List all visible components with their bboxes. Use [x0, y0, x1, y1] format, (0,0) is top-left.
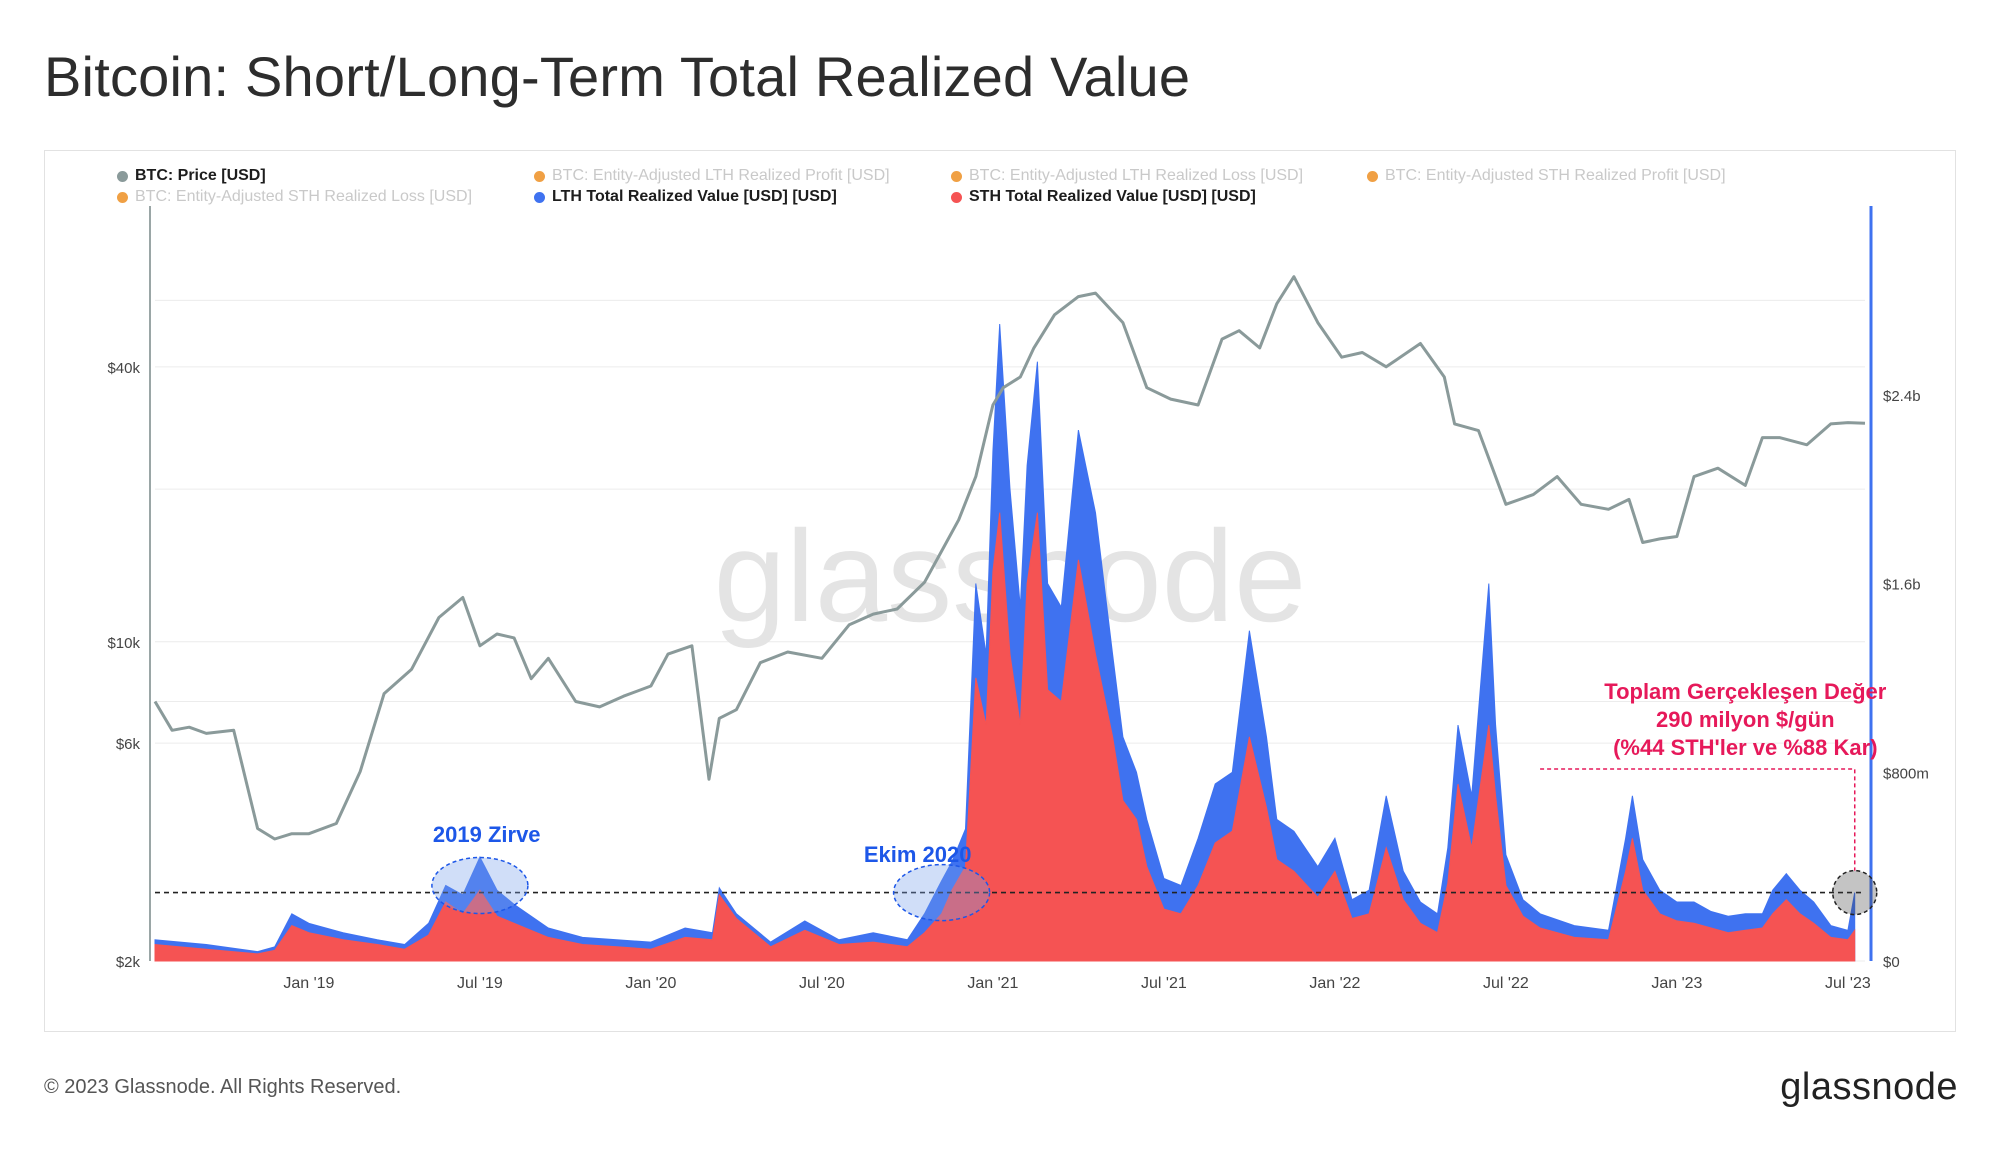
- legend-dot-icon: [117, 191, 128, 203]
- legend-dot-icon: [951, 191, 962, 203]
- right-axis-tick-label: $800m: [1883, 765, 1929, 782]
- sth-total-area: [154, 512, 1856, 962]
- x-axis-tick-label: Jul '21: [1141, 975, 1187, 992]
- legend-label: BTC: Entity-Adjusted STH Realized Loss […: [135, 188, 473, 205]
- x-axis-tick-label: Jul '19: [457, 975, 503, 992]
- legend-label: BTC: Entity-Adjusted STH Realized Profit…: [1385, 167, 1726, 184]
- legend-dot-icon: [951, 170, 962, 182]
- x-axis-tick-label: Jul '23: [1825, 975, 1871, 992]
- annotation-total-title: Toplam Gerçekleşen Değer: [1604, 679, 1886, 704]
- legend-item-sth-total[interactable]: STH Total Realized Value [USD] [USD]: [951, 188, 1256, 206]
- legend-dot-icon: [117, 170, 128, 182]
- left-axis-tick-label: $40k: [107, 360, 140, 377]
- right-axis-tick-label: $2.4b: [1883, 388, 1921, 405]
- legend-label: BTC: Entity-Adjusted LTH Realized Loss […: [969, 167, 1304, 184]
- legend-dot-icon: [534, 170, 545, 182]
- x-axis-tick-label: Jan '23: [1651, 975, 1702, 992]
- x-axis-tick-label: Jan '20: [625, 975, 676, 992]
- legend-item-lth-realized-loss[interactable]: BTC: Entity-Adjusted LTH Realized Loss […: [951, 167, 1303, 185]
- annotation-2019-peak: 2019 Zirve: [433, 822, 541, 847]
- legend-item-sth-realized-profit[interactable]: BTC: Entity-Adjusted STH Realized Profit…: [1367, 167, 1726, 185]
- right-axis-tick-label: $0: [1883, 954, 1900, 971]
- chart-panel: BTC: Price [USD] BTC: Entity-Adjusted LT…: [44, 150, 1956, 1032]
- price-line: [153, 275, 1866, 841]
- left-axis-tick-label: $2k: [116, 954, 141, 971]
- x-axis-tick-label: Jul '22: [1483, 975, 1529, 992]
- x-axis-tick-label: Jan '22: [1309, 975, 1360, 992]
- annotation-total-breakdown: (%44 STH'ler ve %88 Kar): [1613, 735, 1877, 760]
- oct-2020-highlight: [892, 863, 991, 922]
- current-value-highlight: [1831, 869, 1878, 916]
- glassnode-logo: glassnode: [1780, 1066, 1958, 1108]
- legend-dot-icon: [1367, 170, 1378, 182]
- legend-dot-icon: [534, 191, 545, 203]
- legend-label: BTC: Entity-Adjusted LTH Realized Profit…: [552, 167, 890, 184]
- left-axis-tick-label: $10k: [107, 635, 140, 652]
- x-axis-tick-label: Jan '21: [967, 975, 1018, 992]
- annotation-oct-2020: Ekim 2020: [864, 842, 972, 867]
- legend-label: LTH Total Realized Value [USD] [USD]: [552, 188, 837, 205]
- legend-label: BTC: Price [USD]: [135, 167, 266, 184]
- legend-label: STH Total Realized Value [USD] [USD]: [969, 188, 1256, 205]
- legend-item-price[interactable]: BTC: Price [USD]: [117, 167, 266, 185]
- page-title: Bitcoin: Short/Long-Term Total Realized …: [44, 45, 1191, 108]
- chart-svg: glassnode$2k$6k$10k$40k$0$800m$1.6b$2.4b…: [107, 206, 1929, 992]
- copyright-footer: © 2023 Glassnode. All Rights Reserved.: [44, 1076, 402, 1098]
- left-axis-tick-label: $6k: [116, 736, 141, 753]
- x-axis-tick-label: Jan '19: [283, 975, 334, 992]
- right-axis-tick-label: $1.6b: [1883, 577, 1921, 594]
- legend-item-lth-total[interactable]: LTH Total Realized Value [USD] [USD]: [534, 188, 837, 206]
- x-axis-tick-label: Jul '20: [799, 975, 845, 992]
- legend-item-lth-realized-profit[interactable]: BTC: Entity-Adjusted LTH Realized Profit…: [534, 167, 890, 185]
- peak-2019-highlight: [431, 856, 529, 915]
- legend-item-sth-realized-loss[interactable]: BTC: Entity-Adjusted STH Realized Loss […: [117, 188, 472, 206]
- annotation-total-value: 290 milyon $/gün: [1656, 707, 1835, 732]
- annotation-pointer-line: [1540, 768, 1856, 871]
